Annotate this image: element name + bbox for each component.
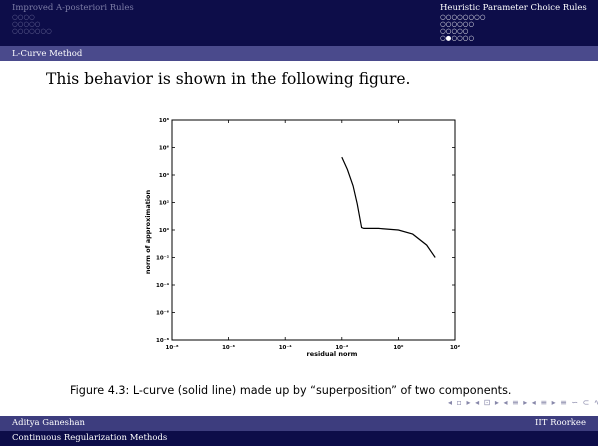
y-tick-label: 10⁴ [159,172,170,179]
footer-presentation-title: Continuous Regularization Methods [12,433,168,443]
nav-dots-row[interactable]: ○●○○○○ [440,34,475,42]
slide-header: Improved A-posteriori Rules ○○○○ ○○○○○ ○… [0,0,598,46]
l-curve-chart: 10⁻⁸ 10⁻⁶ 10⁻⁴ 10⁻² 10⁰ 10² 10⁸ 10⁶ 10⁴ 10² 10⁰ 10⁻… [144,117,460,358]
slide-intro-text: This behavior is shown in the following … [46,70,411,88]
beamer-navigation-symbols[interactable]: ◂ ▫ ▸ ◂ ⊡ ▸ ◂ ≡ ▸ ◂ ≡ ▸ ≡ ∽ ⊂ ∿ [448,398,598,407]
nav-section-improved-rules[interactable]: Improved A-posteriori Rules ○○○○ ○○○○○ ○… [12,3,134,35]
section-title: Heuristic Parameter Choice Rules [440,3,587,13]
y-tick-label: 10⁰ [159,227,170,234]
y-tick-label: 10⁻⁶ [156,310,170,317]
nav-dots-row[interactable]: ○○○○○○○○ [440,13,486,21]
footer-author: Aditya Ganeshan [12,418,86,428]
x-tick-label: 10⁻⁴ [279,344,293,351]
y-tick-label: 10⁻² [156,255,170,262]
x-tick-label: 10² [450,344,460,351]
nav-dots-row[interactable]: ○○○○○ [12,20,41,28]
chart-ticks: 10⁻⁸ 10⁻⁶ 10⁻⁴ 10⁻² 10⁰ 10² 10⁸ 10⁶ 10⁴ 10² 10⁰ 10⁻… [156,117,460,351]
chart-series [341,156,436,258]
l-curve-line [341,156,436,258]
chart-axes [171,119,456,341]
nav-dots-row[interactable]: ○○○○○ [440,27,469,35]
subsection-title: L-Curve Method [12,49,83,59]
x-tick-label: 10⁻⁸ [166,344,180,351]
plot-frame [171,119,456,341]
y-tick-label: 10⁻⁴ [156,282,170,289]
nav-dots-row[interactable]: ○○○○○○○ [12,27,52,35]
y-axis-label: norm of approximation [144,189,152,274]
x-tick-label: 10⁰ [393,344,404,351]
x-tick-label: 10⁻⁶ [222,344,236,351]
x-axis-label: residual norm [307,350,358,358]
x-tick-label: 10⁻² [335,344,349,351]
footer-institute: IIT Roorkee [535,418,586,428]
figure-caption: Figure 4.3: L-curve (solid line) made up… [70,384,512,397]
y-tick-label: 10⁻⁸ [156,337,170,344]
nav-section-heuristic-rules[interactable]: Heuristic Parameter Choice Rules ○○○○○○○… [440,3,587,42]
y-tick-label: 10² [159,200,170,207]
y-tick-label: 10⁸ [159,117,170,124]
footer-title-bar: Continuous Regularization Methods [0,431,598,446]
nav-dots-row[interactable]: ○○○○ [12,13,35,21]
footer-author-bar: Aditya Ganeshan IIT Roorkee [0,416,598,431]
y-tick-label: 10⁶ [159,145,170,152]
section-title: Improved A-posteriori Rules [12,3,134,13]
nav-dots-row[interactable]: ○○○○○○ [440,20,475,28]
subsection-bar: L-Curve Method [0,46,598,61]
